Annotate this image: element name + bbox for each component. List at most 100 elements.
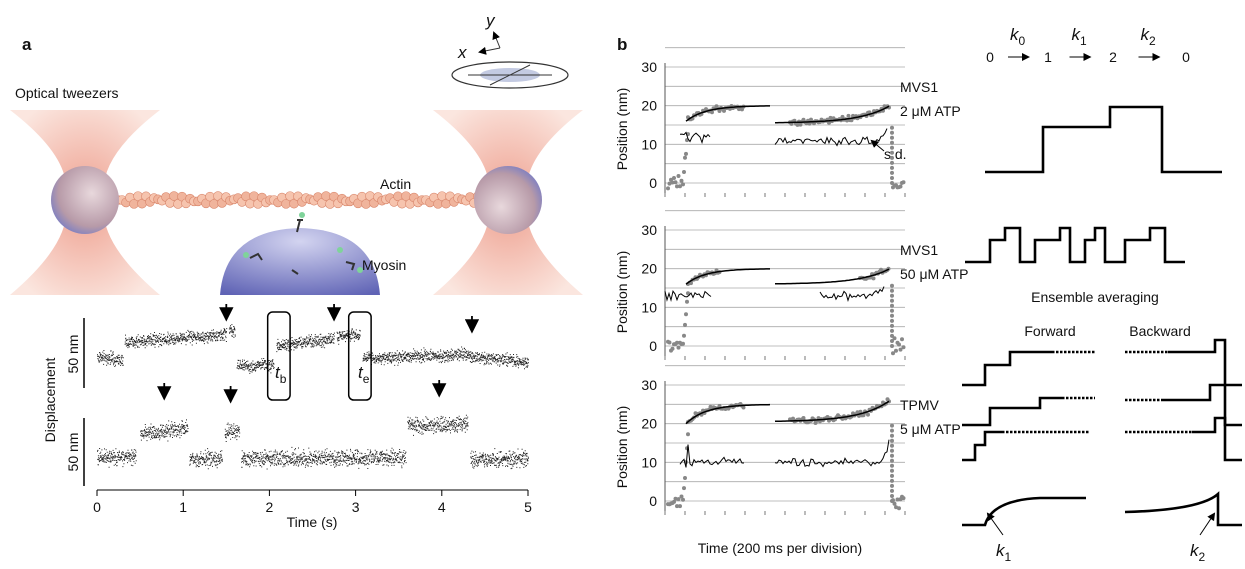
interval-label: te: [358, 363, 370, 386]
rate-label: k1: [1072, 25, 1088, 48]
sd-line: [679, 439, 890, 468]
symbol: t: [275, 363, 281, 382]
x-tick-label: 2: [266, 499, 274, 515]
state-label: 2: [1109, 49, 1117, 65]
y-tick-label: 20: [641, 98, 657, 114]
scale-bar-label: 50 nm: [65, 335, 81, 374]
interval-box: [347, 311, 372, 401]
tweezers-label: Optical tweezers: [15, 85, 118, 101]
backward-label: Backward: [1129, 323, 1190, 339]
x-axis-title: Time (200 ms per division): [698, 540, 862, 556]
subscript: 2: [1199, 550, 1206, 564]
fit-line: [685, 268, 890, 285]
y-tick-label: 0: [649, 175, 657, 191]
rate-label: k2: [1141, 25, 1157, 48]
construct-label: MVS1: [900, 79, 938, 95]
rate-callout: k2: [1190, 541, 1206, 564]
y-axis-title: Displacement: [42, 357, 58, 442]
y-axis-title: Position (nm): [614, 406, 630, 488]
subscript: 1: [1005, 550, 1012, 564]
data-dots: [666, 104, 906, 191]
axis-y-label: y: [485, 11, 496, 30]
actin-filament: [113, 191, 487, 209]
symbol: k: [1072, 25, 1082, 44]
actin-monomer: [169, 191, 179, 201]
position-plot: 0 10 20 30 Position (nm) MVS1 50 μM ATP: [614, 210, 969, 360]
y-axis-title: Position (nm): [614, 88, 630, 170]
subscript: 0: [1019, 34, 1026, 48]
kinetic-scheme: 0 1 2 0k0 k1 k2: [986, 25, 1190, 65]
axis-x-label: x: [457, 43, 467, 62]
y-tick-label: 20: [641, 261, 657, 277]
subscript: e: [363, 372, 370, 386]
forward-label: Forward: [1024, 323, 1075, 339]
data-dots: [666, 397, 906, 511]
condition-label: 5 μM ATP: [900, 421, 961, 437]
position-plot: 0 10 20 30 Position (nm) TPMV 5 μM ATP: [614, 365, 961, 515]
y-tick-label: 30: [641, 222, 657, 238]
sd-label: s.d.: [884, 146, 907, 162]
y-tick-label: 0: [649, 338, 657, 354]
sd-line: [664, 286, 885, 303]
state-label: 0: [986, 49, 994, 65]
y-axis-title: Position (nm): [614, 251, 630, 333]
subscript: 1: [1080, 34, 1087, 48]
x-axis-title: Time (s): [287, 514, 338, 530]
myosin-heads: [243, 212, 363, 273]
scale-bar-label: 50 nm: [65, 433, 81, 472]
rate-callout: k1: [996, 541, 1012, 564]
interval-label: tb: [275, 363, 287, 386]
panel-label: a: [22, 35, 32, 54]
condition-label: 2 μM ATP: [900, 103, 961, 119]
y-tick-label: 20: [641, 416, 657, 432]
myosin-motors: [249, 219, 356, 275]
panel-label: b: [617, 35, 627, 54]
displacement-traces: [97, 324, 529, 470]
condition-label: 50 μM ATP: [900, 266, 969, 282]
state-label: 0: [1182, 49, 1190, 65]
symbol: k: [1010, 25, 1020, 44]
interval-box: [266, 311, 291, 401]
position-plots: 0 10 20 30 Position (nm) MVS1 2 μM ATP s.d. 0 10 2…: [614, 47, 969, 515]
x-ticks: 0 1 2 3 4 5: [93, 490, 532, 515]
y-tick-label: 30: [641, 59, 657, 75]
x-tick-label: 0: [93, 499, 101, 515]
symbol: k: [1141, 25, 1151, 44]
fit-line: [685, 400, 890, 425]
actin-monomer: [321, 191, 331, 201]
state-label: 1: [1044, 49, 1052, 65]
subscript: 2: [1149, 34, 1156, 48]
symbol: k: [996, 541, 1006, 560]
data-dots: [666, 266, 906, 356]
trace: [97, 414, 529, 470]
construct-label: TPMV: [900, 397, 940, 413]
myosin-surface: [220, 228, 380, 295]
actin-monomer: [361, 199, 371, 209]
bead: [474, 166, 542, 234]
x-tick-label: 5: [524, 499, 532, 515]
sd-line: [679, 128, 888, 147]
step-schematic: [985, 105, 1222, 174]
y-tick-label: 30: [641, 377, 657, 393]
construct-label: MVS1: [900, 242, 938, 258]
fit-line: [685, 105, 890, 124]
subscript: b: [280, 372, 287, 386]
trace: [97, 324, 529, 374]
x-tick-label: 1: [179, 499, 187, 515]
symbol: k: [1190, 541, 1200, 560]
ensemble-schematics: [962, 338, 1242, 536]
myosin-label: Myosin: [362, 257, 406, 273]
position-plot: 0 10 20 30 Position (nm) MVS1 2 μM ATP s.d.: [614, 47, 961, 197]
x-tick-label: 4: [438, 499, 446, 515]
actin-label: Actin: [380, 176, 411, 192]
ensemble-title: Ensemble averaging: [1031, 289, 1159, 305]
trace-annotations: [157, 304, 480, 404]
coordinate-icon: [451, 31, 569, 89]
actin-monomer: [209, 199, 219, 209]
y-tick-label: 10: [641, 454, 657, 470]
y-tick-label: 10: [641, 136, 657, 152]
step-schematic: [965, 226, 1185, 264]
x-tick-label: 3: [352, 499, 360, 515]
bead: [51, 166, 119, 234]
